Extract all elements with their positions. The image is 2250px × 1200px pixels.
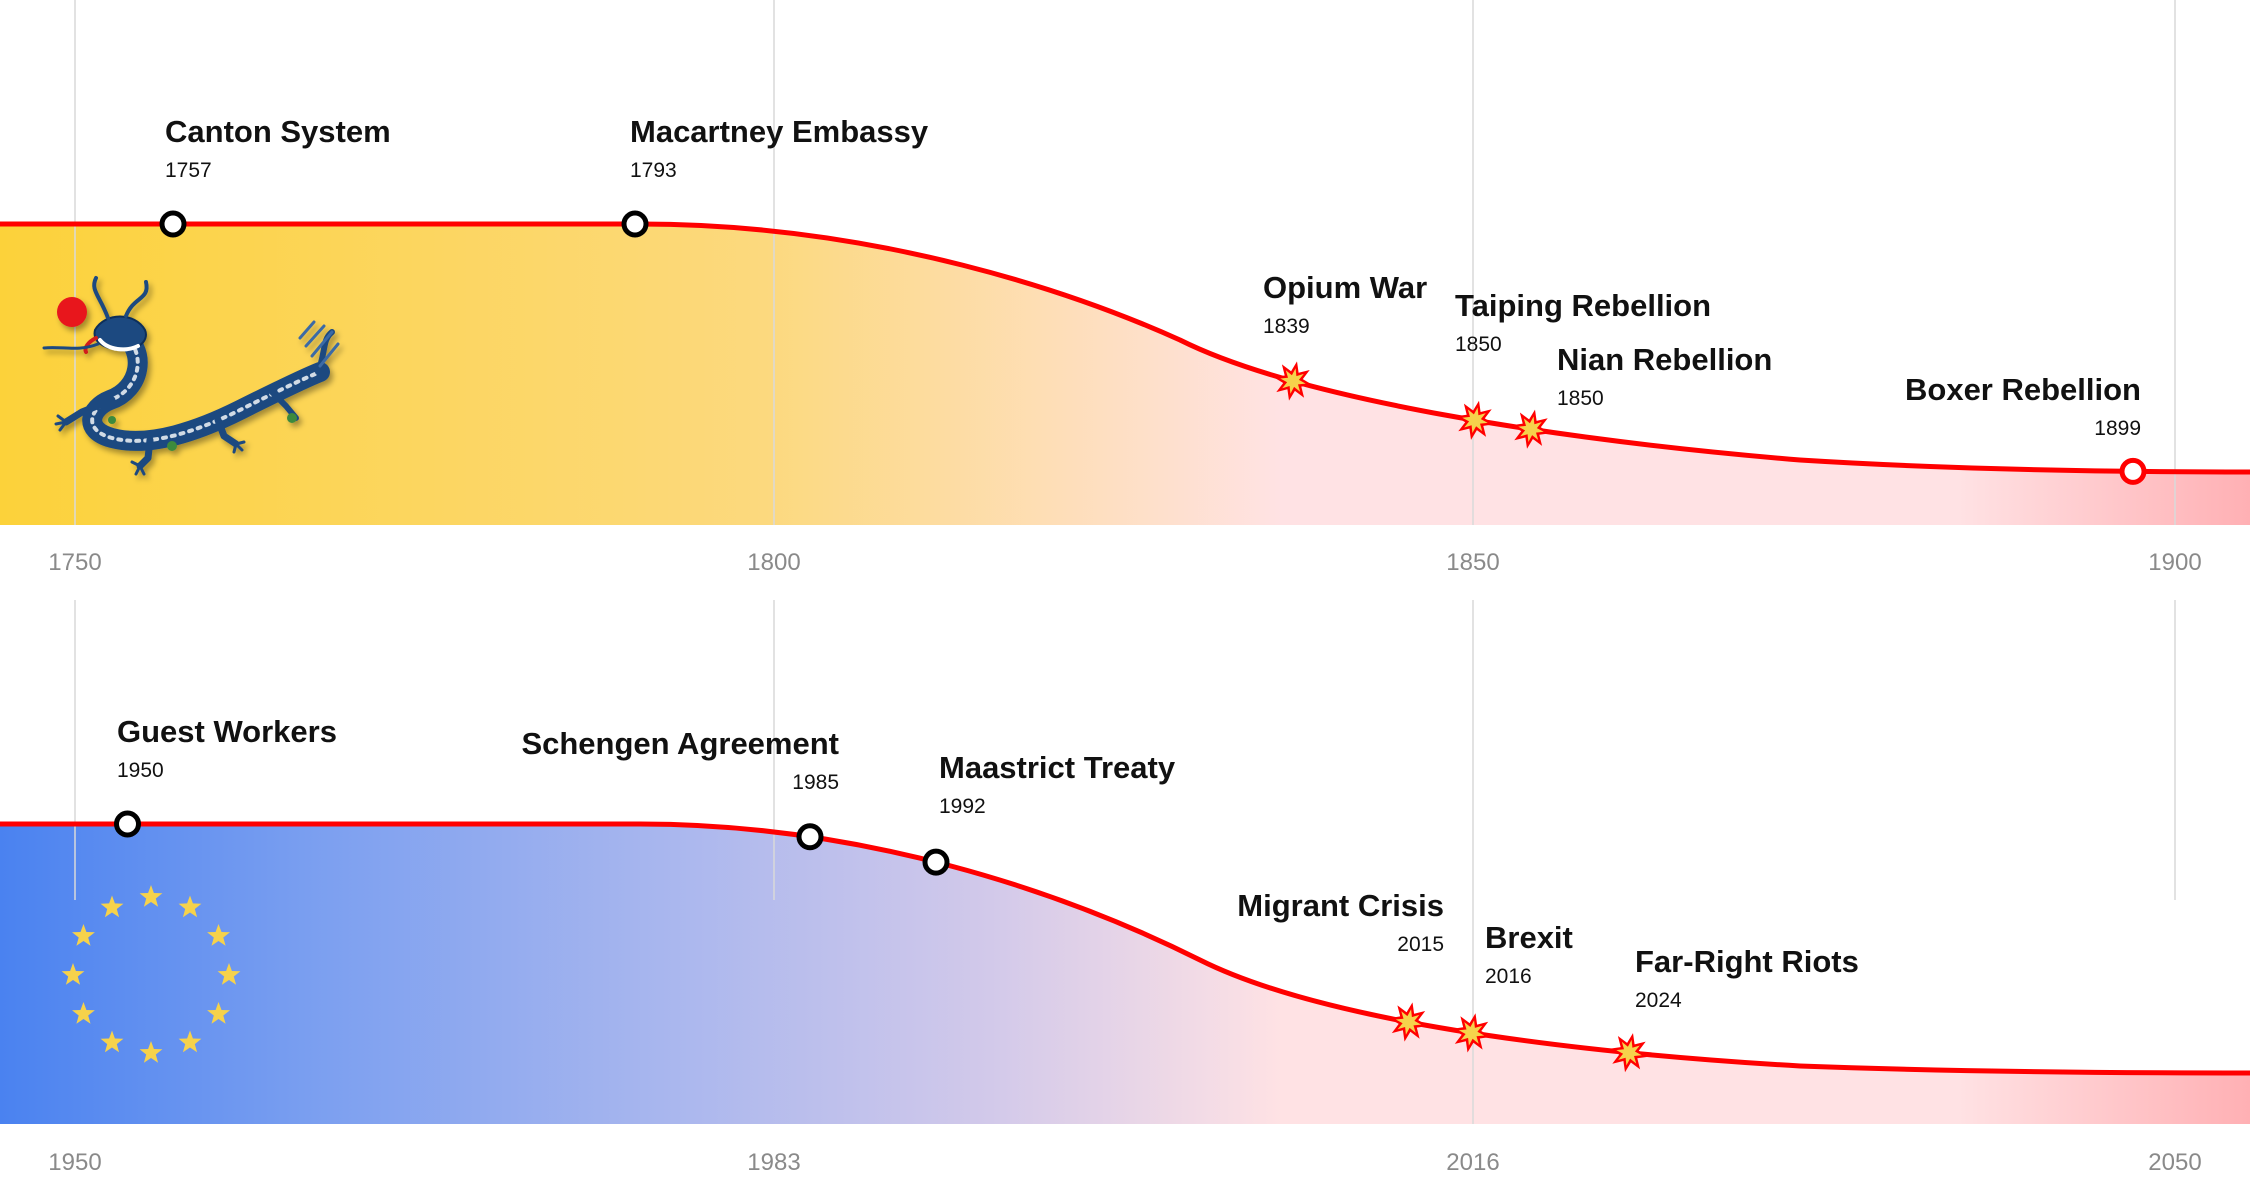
x-tick-label: 1850 [1446,549,1499,576]
event-label: Taiping Rebellion 1850 [1455,288,1711,356]
qing-dragon-icon [42,276,340,476]
event-title: Schengen Agreement [521,726,839,761]
eu-star-icon [178,895,202,918]
event-burst-core [1280,368,1306,394]
event-label: Far-Right Riots 2024 [1635,944,1859,1012]
event-year: 1850 [1455,333,1502,356]
qing-panel: Canton System 1757 Macartney Embassy 179… [0,0,2250,576]
x-tick-label: 2016 [1446,1149,1499,1176]
event-title: Guest Workers [117,714,337,749]
eu-star-icon [139,1041,163,1063]
event-burst-core [1395,1009,1422,1035]
event-label: Maastrict Treaty 1992 [939,750,1176,818]
event-title: Canton System [165,114,391,149]
qing-decline-line [0,221,2250,475]
event-burst-core [1616,1039,1642,1066]
event-label: Nian Rebellion 1850 [1557,342,1772,410]
event-year: 2024 [1635,989,1682,1012]
event-label: Schengen Agreement 1985 [521,726,839,794]
event-label: Opium War 1839 [1263,270,1427,338]
event-title: Boxer Rebellion [1905,372,2141,407]
eu-star-icon [178,1030,202,1053]
x-tick-label: 1750 [48,549,101,576]
event-label: Boxer Rebellion 1899 [1905,372,2141,440]
qing-event-labels: Canton System 1757 Macartney Embassy 179… [165,114,2141,440]
event-title: Nian Rebellion [1557,342,1772,377]
x-tick-label: 1950 [48,1149,101,1176]
europe-event-labels: Guest Workers 1950 Schengen Agreement 19… [117,714,1859,1012]
event-year: 1992 [939,795,986,818]
event-title: Maastrict Treaty [939,750,1176,785]
event-circle-marker [114,810,141,838]
event-year: 2016 [1485,965,1532,988]
x-tick-label: 2050 [2148,1149,2201,1176]
europe-event-markers [114,810,1649,1073]
event-circle-marker [796,823,824,851]
event-title: Opium War [1263,270,1427,305]
eu-star-icon [100,1030,124,1053]
x-tick-label: 1900 [2148,549,2201,576]
event-circle-marker [159,210,187,238]
europe-area [0,824,2250,1124]
event-year: 1985 [792,771,839,794]
event-label: Brexit 2016 [1485,920,1573,988]
europe-panel: Guest Workers 1950 Schengen Agreement 19… [0,600,2250,1176]
qing-event-markers [159,210,2147,485]
event-burst-core [1462,407,1488,433]
event-label: Canton System 1757 [165,114,391,182]
event-circle-marker [922,848,950,876]
eu-star-icon [139,885,163,907]
qing-x-axis: 1750 1800 1850 1900 [48,549,2201,576]
qing-gridlines [74,0,2176,525]
event-label: Migrant Crisis 2015 [1237,888,1444,956]
eu-star-icon [217,963,241,985]
x-tick-label: 1800 [747,549,800,576]
event-circle-marker [2119,457,2147,485]
eu-stars-icon [61,885,241,1063]
event-year: 2015 [1397,933,1444,956]
event-title: Brexit [1485,920,1573,955]
x-tick-label: 1983 [747,1149,800,1176]
event-year: 1793 [630,159,677,182]
event-year: 1757 [165,159,212,182]
europe-x-axis: 1950 1983 2016 2050 [48,1149,2201,1176]
event-burst-core [1458,1020,1485,1046]
eu-star-icon [72,924,95,946]
event-burst-core [1518,416,1544,442]
event-title: Macartney Embassy [630,114,929,149]
eu-star-icon [100,895,124,918]
event-label: Guest Workers 1950 [117,714,337,782]
eu-star-icon [72,1002,95,1024]
event-title: Migrant Crisis [1237,888,1444,923]
event-year: 1839 [1263,315,1310,338]
event-label: Macartney Embassy 1793 [630,114,929,182]
event-year: 1850 [1557,387,1604,410]
eu-star-icon [207,924,230,946]
event-year: 1950 [117,759,164,782]
event-circle-marker [621,210,649,238]
event-title: Taiping Rebellion [1455,288,1711,323]
eu-star-icon [61,963,85,985]
event-year: 1899 [2094,417,2141,440]
flaming-pearl-icon [57,297,87,327]
eu-star-icon [207,1002,230,1024]
event-title: Far-Right Riots [1635,944,1859,979]
